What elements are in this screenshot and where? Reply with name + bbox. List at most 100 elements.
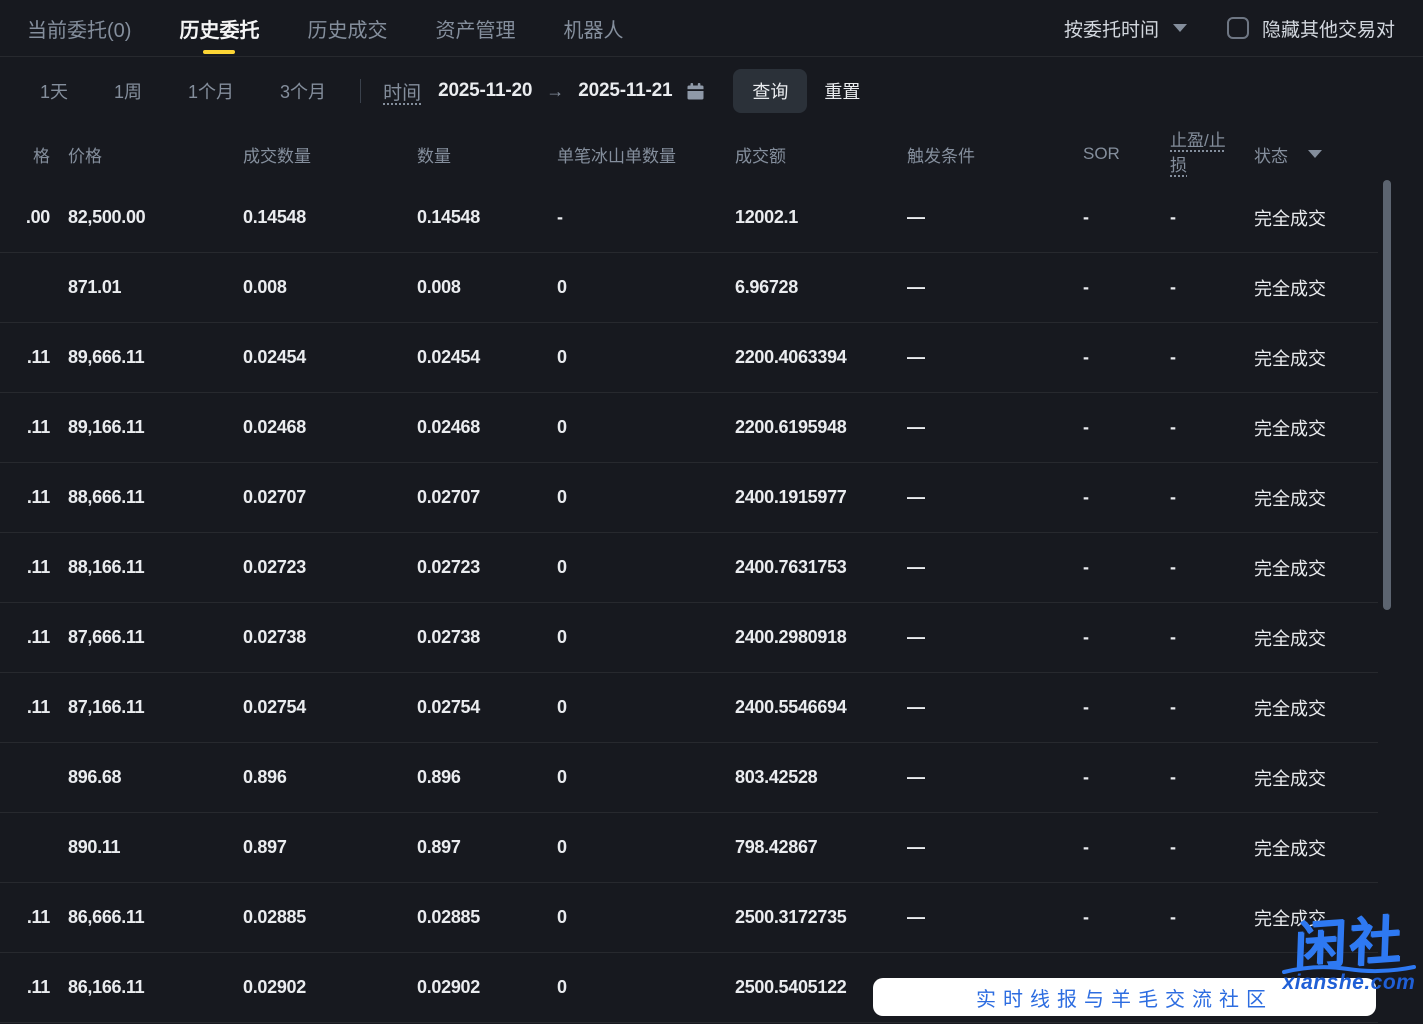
status-filter-icon[interactable] (1308, 150, 1322, 158)
calendar-icon[interactable] (686, 82, 705, 101)
range-1-day[interactable]: 1天 (40, 82, 69, 102)
cell-price: 896.68 (68, 767, 122, 787)
cell-price-clipped: .00 (25, 207, 50, 227)
cell-trigger-condition: — (907, 277, 925, 297)
cell-price: 88,666.11 (68, 487, 145, 507)
cell-tp-sl: - (1170, 697, 1176, 717)
cell-tp-sl: - (1170, 347, 1176, 367)
cell-trigger-condition: — (907, 487, 925, 507)
promo-banner[interactable]: 实时线报与羊毛交流社区 (873, 978, 1376, 1016)
cell-status: 完全成交 (1254, 908, 1326, 929)
cell-price: 89,666.11 (68, 347, 145, 367)
date-to-value[interactable]: 2025-11-21 (578, 80, 673, 101)
range-1-week[interactable]: 1周 (114, 82, 143, 102)
table-row: 871.01 0.008 0.008 0 6.96728 — - - 完全成交 (0, 253, 1378, 323)
cell-sor: - (1083, 907, 1089, 927)
table-row: .11 87,166.11 0.02754 0.02754 0 2400.554… (0, 673, 1378, 743)
cell-total: 2400.1915977 (735, 487, 847, 507)
tab-order-history[interactable]: 历史委托 (179, 0, 259, 56)
cell-executed-qty: 0.02754 (243, 697, 306, 717)
cell-total: 6.96728 (735, 277, 798, 297)
cell-qty: 0.02468 (417, 417, 480, 437)
table-row: 890.11 0.897 0.897 0 798.42867 — - - 完全成… (0, 813, 1378, 883)
cell-price-clipped: .11 (26, 977, 50, 997)
cell-qty: 0.14548 (417, 207, 480, 227)
cell-price-clipped: .11 (26, 417, 50, 437)
cell-sor: - (1083, 837, 1089, 857)
chevron-down-icon (1172, 24, 1187, 32)
cell-total: 798.42867 (735, 837, 818, 857)
cell-price-clipped: .11 (26, 347, 50, 367)
cell-sor: - (1083, 417, 1089, 437)
cell-price-clipped: .11 (26, 627, 50, 647)
cell-qty: 0.02902 (417, 977, 480, 997)
cell-sor: - (1083, 557, 1089, 577)
cell-tp-sl: - (1170, 207, 1176, 227)
cell-qty: 0.008 (417, 277, 461, 297)
cell-sor: - (1083, 277, 1089, 297)
cell-total: 2400.5546694 (735, 697, 847, 717)
reset-button[interactable]: 重置 (824, 78, 860, 104)
cell-status: 完全成交 (1254, 628, 1326, 649)
col-header-price: 价格 (68, 146, 102, 166)
cell-executed-qty: 0.02738 (243, 627, 306, 647)
tab-open-orders[interactable]: 当前委托(0) (27, 19, 132, 42)
cell-tp-sl: - (1170, 907, 1176, 927)
cell-trigger-condition: — (907, 627, 925, 647)
cell-price: 86,666.11 (68, 907, 145, 927)
date-from-value[interactable]: 2025-11-20 (438, 80, 533, 101)
col-header-tp-sl[interactable]: 止盈/止损 (1170, 131, 1226, 175)
cell-sor: - (1083, 347, 1089, 367)
cell-iceberg-qty: 0 (557, 487, 567, 507)
cell-total: 2200.4063394 (735, 347, 847, 367)
cell-price: 871.01 (68, 277, 122, 297)
cell-qty: 0.02754 (417, 697, 480, 717)
cell-status: 完全成交 (1254, 558, 1326, 579)
cell-sor: - (1083, 487, 1089, 507)
hide-other-pairs-checkbox[interactable] (1226, 17, 1249, 39)
cell-total: 2500.5405122 (735, 977, 847, 997)
cell-price: 82,500.00 (68, 207, 146, 227)
cell-sor: - (1083, 627, 1089, 647)
cell-tp-sl: - (1170, 417, 1176, 437)
cell-executed-qty: 0.896 (243, 767, 287, 787)
cell-price: 89,166.11 (68, 417, 145, 437)
cell-executed-qty: 0.02885 (243, 907, 306, 927)
cell-tp-sl: - (1170, 557, 1176, 577)
col-header-total: 成交额 (735, 146, 786, 166)
time-filter-label[interactable]: 时间 (383, 82, 422, 104)
range-3-months[interactable]: 3个月 (280, 82, 327, 102)
cell-trigger-condition: — (907, 697, 925, 717)
cell-price: 87,666.11 (68, 627, 145, 647)
cell-qty: 0.896 (417, 767, 461, 787)
cell-iceberg-qty: 0 (557, 977, 567, 997)
cell-iceberg-qty: 0 (557, 627, 567, 647)
hide-other-pairs-control[interactable]: 隐藏其他交易对 (1226, 15, 1395, 42)
col-header-iceberg-qty: 单笔冰山单数量 (557, 146, 676, 166)
range-1-month[interactable]: 1个月 (188, 82, 235, 102)
scrollbar-thumb[interactable] (1383, 180, 1391, 610)
cell-iceberg-qty: 0 (557, 417, 567, 437)
cell-tp-sl: - (1170, 837, 1176, 857)
table-row: .00 82,500.00 0.14548 0.14548 - 12002.1 … (0, 183, 1378, 253)
table-header-row: 格 价格 成交数量 数量 单笔冰山单数量 成交额 触发条件 SOR 止盈/止损 … (0, 125, 1378, 183)
tab-bots[interactable]: 机器人 (563, 19, 624, 42)
cell-qty: 0.02454 (417, 347, 480, 367)
promo-banner-text: 实时线报与羊毛交流社区 (976, 988, 1273, 1011)
cell-iceberg-qty: - (557, 207, 563, 227)
cell-iceberg-qty: 0 (557, 557, 567, 577)
tab-trade-history[interactable]: 历史成交 (307, 19, 388, 42)
status-header-label: 状态 (1254, 146, 1288, 166)
cell-total: 12002.1 (735, 207, 798, 227)
sort-by-label: 按委托时间 (1063, 19, 1159, 41)
cell-executed-qty: 0.897 (243, 837, 287, 857)
table-row: .11 88,166.11 0.02723 0.02723 0 2400.763… (0, 533, 1378, 603)
table-row: .11 89,666.11 0.02454 0.02454 0 2200.406… (0, 323, 1378, 393)
col-header-trigger-condition: 触发条件 (907, 146, 975, 166)
query-button[interactable]: 查询 (733, 69, 808, 113)
tab-funds[interactable]: 资产管理 (435, 19, 516, 42)
cell-total: 2500.3172735 (735, 907, 847, 927)
cell-price-clipped: .11 (26, 487, 50, 507)
sort-by-dropdown[interactable]: 按委托时间 (1064, 15, 1187, 42)
cell-status: 完全成交 (1254, 838, 1326, 859)
